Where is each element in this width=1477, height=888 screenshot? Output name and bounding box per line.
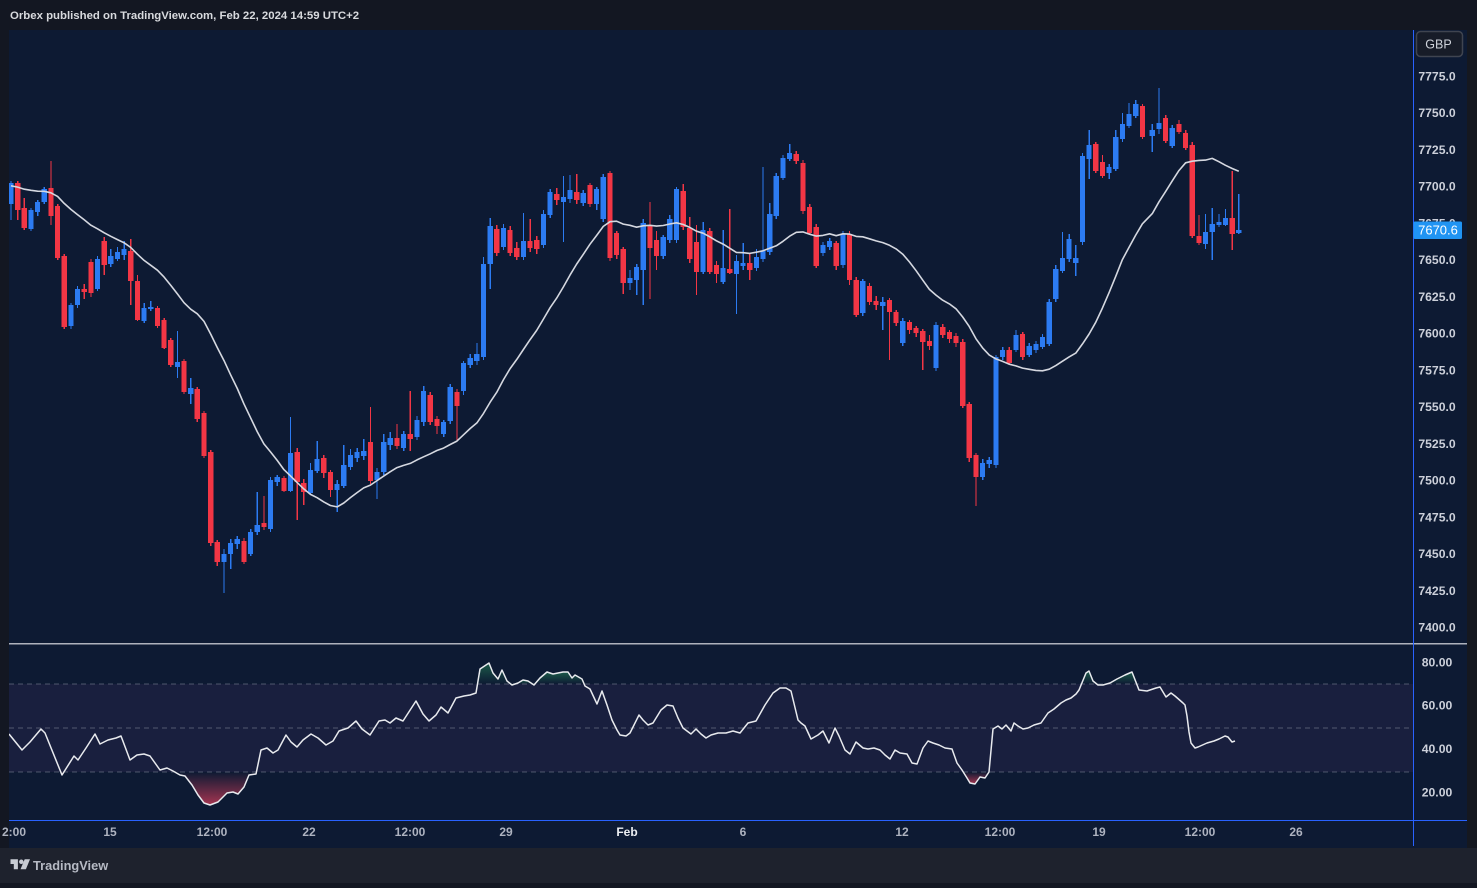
svg-text:7475.0: 7475.0 [1418,510,1455,524]
svg-text:GBP: GBP [1425,38,1451,52]
svg-text:Feb: Feb [616,825,637,839]
svg-text:7775.0: 7775.0 [1418,69,1455,83]
svg-text:7400.0: 7400.0 [1418,621,1455,635]
svg-text:26: 26 [1289,825,1303,839]
svg-text:7500.0: 7500.0 [1418,474,1455,488]
svg-text:7750.0: 7750.0 [1418,106,1455,120]
svg-text:15: 15 [103,825,117,839]
svg-text:80.00: 80.00 [1422,656,1453,670]
svg-text:TradingView: TradingView [33,858,108,873]
svg-text:7625.0: 7625.0 [1418,290,1455,304]
svg-text:60.00: 60.00 [1422,699,1453,713]
svg-text:Orbex published on TradingView: Orbex published on TradingView.com, Feb … [10,10,359,22]
svg-text:7670.6: 7670.6 [1418,223,1458,238]
svg-text:29: 29 [499,825,513,839]
svg-text:12:00: 12:00 [1185,825,1216,839]
svg-text:19: 19 [1092,825,1106,839]
svg-text:20.00: 20.00 [1422,786,1453,800]
svg-text:7550.0: 7550.0 [1418,400,1455,414]
svg-text:7700.0: 7700.0 [1418,180,1455,194]
svg-text:12:00: 12:00 [985,825,1016,839]
svg-text:12:00: 12:00 [197,825,228,839]
svg-text:40.00: 40.00 [1422,742,1453,756]
svg-text:2:00: 2:00 [2,825,26,839]
svg-text:7725.0: 7725.0 [1418,143,1455,157]
svg-text:12:00: 12:00 [395,825,426,839]
svg-text:7575.0: 7575.0 [1418,363,1455,377]
svg-text:7425.0: 7425.0 [1418,584,1455,598]
svg-text:7650.0: 7650.0 [1418,253,1455,267]
svg-text:6: 6 [740,825,747,839]
svg-text:7450.0: 7450.0 [1418,547,1455,561]
svg-text:7600.0: 7600.0 [1418,327,1455,341]
svg-text:12: 12 [895,825,909,839]
svg-text:7525.0: 7525.0 [1418,437,1455,451]
svg-text:22: 22 [302,825,316,839]
